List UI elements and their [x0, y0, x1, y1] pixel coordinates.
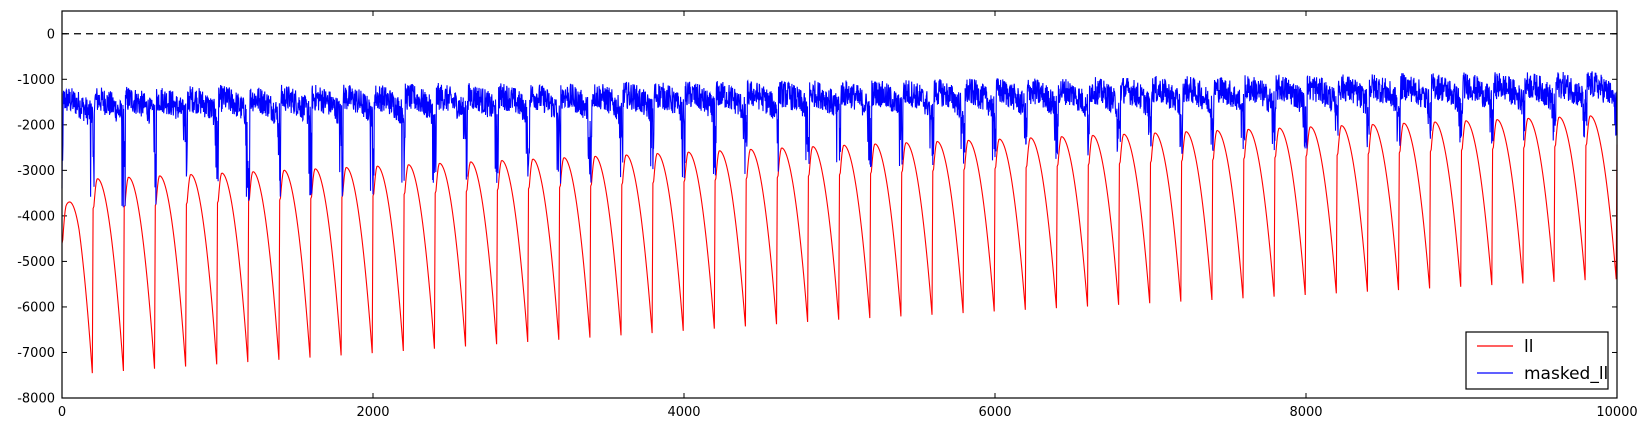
y-tick-label: -8000	[17, 392, 55, 407]
x-tick-label: 0	[58, 405, 66, 420]
legend: ll masked_ll	[1465, 331, 1609, 390]
y-tick-label: -1000	[17, 73, 55, 88]
legend-box	[1465, 331, 1609, 390]
legend-label-masked-ll: masked_ll	[1524, 364, 1608, 384]
x-tick-label: 6000	[978, 405, 1011, 420]
axis-ticks: 0 2000 4000 6000 8000 10000 0 -1000 -2000 -3000 -4…	[17, 11, 1638, 420]
x-tick-label: 8000	[1289, 405, 1322, 420]
y-tick-label: 0	[47, 27, 55, 42]
x-tick-label: 10000	[1596, 405, 1637, 420]
x-tick-label: 2000	[356, 405, 389, 420]
y-tick-label: -5000	[17, 255, 55, 270]
y-tick-label: -6000	[17, 300, 55, 315]
y-tick-label: -4000	[17, 209, 55, 224]
y-tick-label: -2000	[17, 118, 55, 133]
legend-label-ll: ll	[1524, 337, 1533, 357]
y-tick-label: -3000	[17, 164, 55, 179]
series-masked-ll-line	[61, 71, 1618, 208]
plot-frame	[61, 10, 1618, 399]
series-ll-line	[61, 115, 1618, 374]
x-tick-label: 4000	[667, 405, 700, 420]
y-tick-label: -7000	[17, 346, 55, 361]
